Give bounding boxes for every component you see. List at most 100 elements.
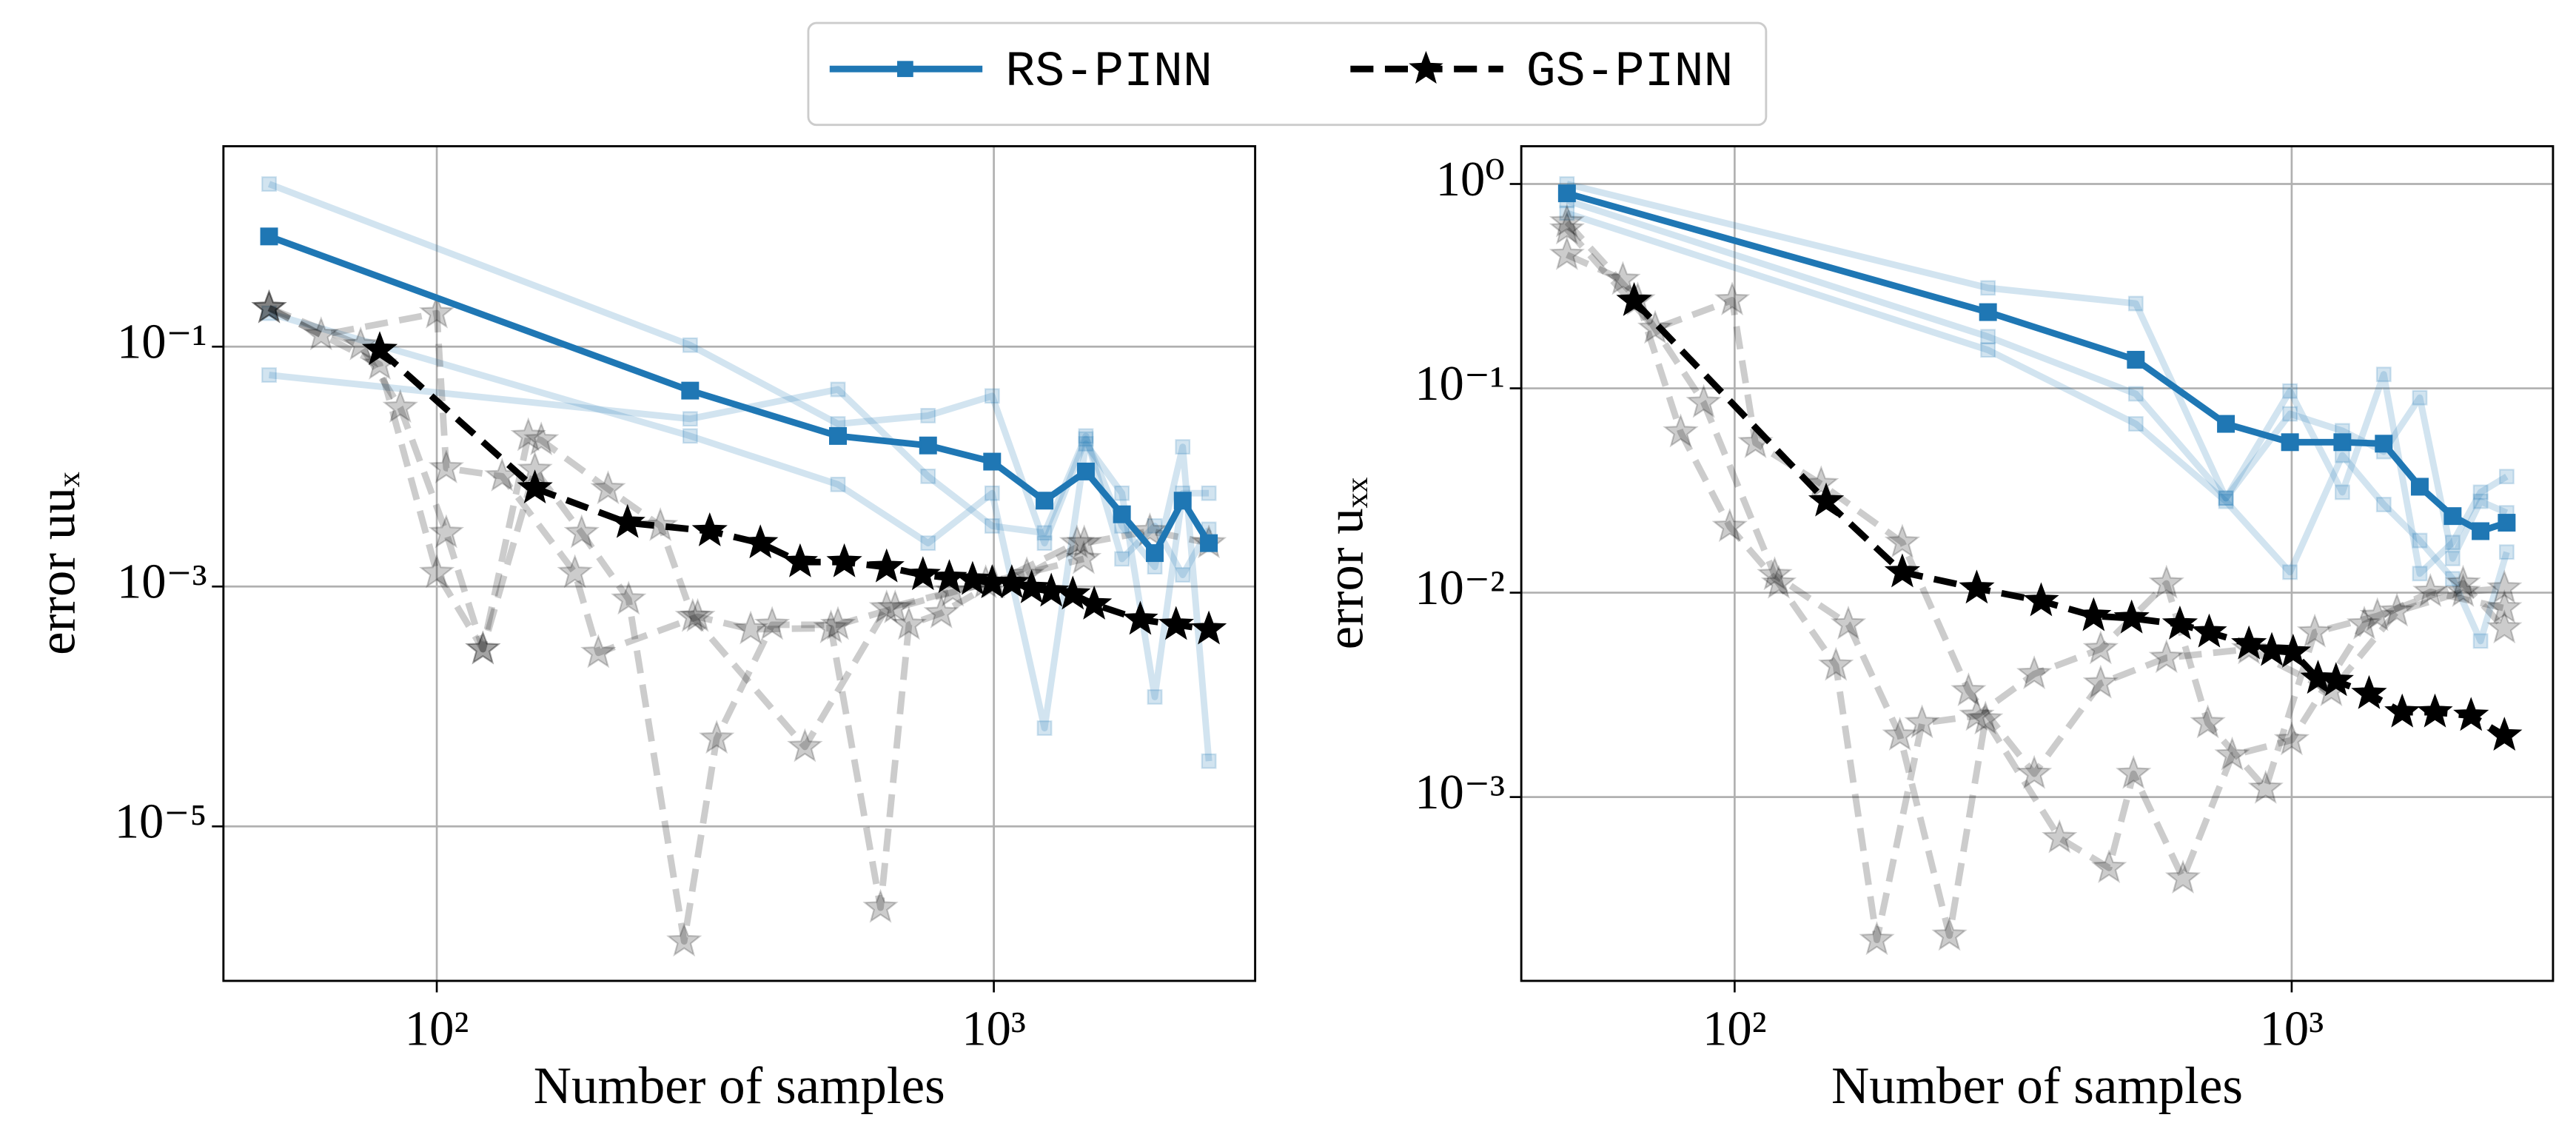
star-marker	[1013, 569, 1050, 603]
series-line	[1564, 220, 2507, 943]
star-marker	[382, 389, 418, 423]
y-tick-label: 10⁻³	[1415, 765, 1505, 820]
star-marker	[1808, 482, 1845, 517]
square-marker	[984, 485, 1000, 501]
star-marker	[1409, 50, 1443, 84]
star-marker	[418, 554, 455, 589]
star-marker	[1076, 586, 1113, 620]
y-tick-label: 10⁻³	[117, 555, 207, 609]
star-marker	[251, 289, 287, 324]
square-marker	[1114, 485, 1130, 501]
square-marker	[984, 517, 1000, 534]
star-marker	[2346, 605, 2383, 640]
plot-marks	[251, 176, 1227, 957]
star-marker	[680, 597, 716, 632]
square-marker	[1147, 689, 1163, 705]
star-marker	[361, 331, 398, 366]
square-marker	[2472, 484, 2489, 500]
star-marker	[609, 503, 645, 538]
x-tick-label: 10³	[962, 1002, 1026, 1056]
star-marker	[1605, 261, 1641, 295]
star-marker	[1951, 672, 1987, 707]
square-marker	[1175, 439, 1191, 455]
star-marker	[862, 888, 899, 923]
star-marker	[1033, 572, 1070, 607]
star-marker	[2091, 848, 2127, 883]
star-marker	[523, 421, 560, 456]
star-marker	[1884, 553, 1921, 588]
star-marker	[2453, 697, 2489, 731]
star-marker	[890, 606, 928, 640]
y-axis-label: error uuₓ	[29, 472, 87, 655]
square-marker	[919, 436, 937, 455]
plot-area	[1521, 146, 2553, 981]
star-marker	[428, 449, 464, 483]
y-axis-label: error uₓₓ	[1317, 478, 1375, 650]
star-marker	[251, 289, 287, 324]
y-tick-label: 10⁻¹	[117, 315, 207, 369]
square-marker	[2375, 366, 2392, 383]
square-marker	[1078, 435, 1094, 452]
star-marker	[611, 580, 647, 615]
star-marker	[1059, 524, 1096, 559]
series-line	[267, 305, 1085, 945]
star-marker	[819, 606, 856, 640]
square-marker	[2444, 571, 2461, 587]
y-tick-label: 10⁰	[1436, 153, 1505, 207]
axes: 10² 10³ 10⁻¹ 10⁻³ 10⁻⁵ Number of samples error…	[29, 145, 1257, 1115]
axes-frame	[1520, 145, 2555, 982]
star-marker	[2275, 633, 2312, 668]
square-marker	[1113, 505, 1131, 523]
square-marker	[1078, 428, 1094, 444]
square-marker	[2443, 507, 2462, 526]
square-marker	[2218, 490, 2234, 506]
star-marker	[826, 543, 862, 577]
star-marker	[787, 728, 823, 763]
series-line	[267, 305, 1079, 911]
star-marker	[2247, 769, 2284, 804]
star-marker	[2113, 599, 2150, 634]
star-marker	[1859, 921, 1895, 956]
star-marker	[1830, 605, 1867, 640]
series-line	[268, 309, 1210, 731]
star-marker	[2191, 613, 2227, 648]
star-marker	[954, 560, 991, 595]
square-marker	[2498, 544, 2515, 560]
square-marker	[682, 428, 698, 444]
square-marker	[1036, 525, 1053, 541]
y-tick-label: 10⁻⁵	[115, 795, 207, 849]
star-marker	[2445, 564, 2481, 599]
square-marker	[2282, 383, 2298, 399]
square-marker	[1979, 303, 1997, 321]
square-marker	[2127, 350, 2145, 369]
square-marker	[260, 227, 278, 246]
star-marker	[1190, 610, 1227, 645]
square-marker	[2217, 415, 2235, 433]
star-marker	[1959, 697, 1995, 731]
legend: RS-PINN GS-PINN	[807, 21, 1768, 127]
square-marker	[681, 381, 700, 400]
square-marker	[2334, 484, 2350, 500]
star-marker	[1686, 383, 1722, 418]
series-line	[1566, 197, 2509, 562]
star-marker	[1637, 309, 1674, 344]
star-marker	[666, 922, 702, 957]
star-marker	[877, 589, 913, 624]
star-marker	[1066, 524, 1102, 559]
y-tick-label: 10⁻¹	[1415, 357, 1505, 411]
square-marker	[1147, 559, 1163, 575]
square-marker	[2333, 433, 2352, 452]
star-marker	[1549, 210, 1585, 245]
square-marker	[897, 61, 913, 78]
square-marker	[261, 367, 277, 383]
square-marker	[1076, 462, 1095, 480]
square-marker	[2412, 532, 2428, 549]
star-marker	[2486, 717, 2523, 751]
square-marker	[1559, 205, 1575, 221]
star-marker	[691, 512, 728, 546]
star-marker	[2042, 819, 2078, 854]
legend-frame	[807, 21, 1768, 127]
star-marker	[782, 543, 819, 577]
x-tick-label: 10³	[2260, 1002, 2324, 1056]
square-marker	[2412, 566, 2428, 582]
